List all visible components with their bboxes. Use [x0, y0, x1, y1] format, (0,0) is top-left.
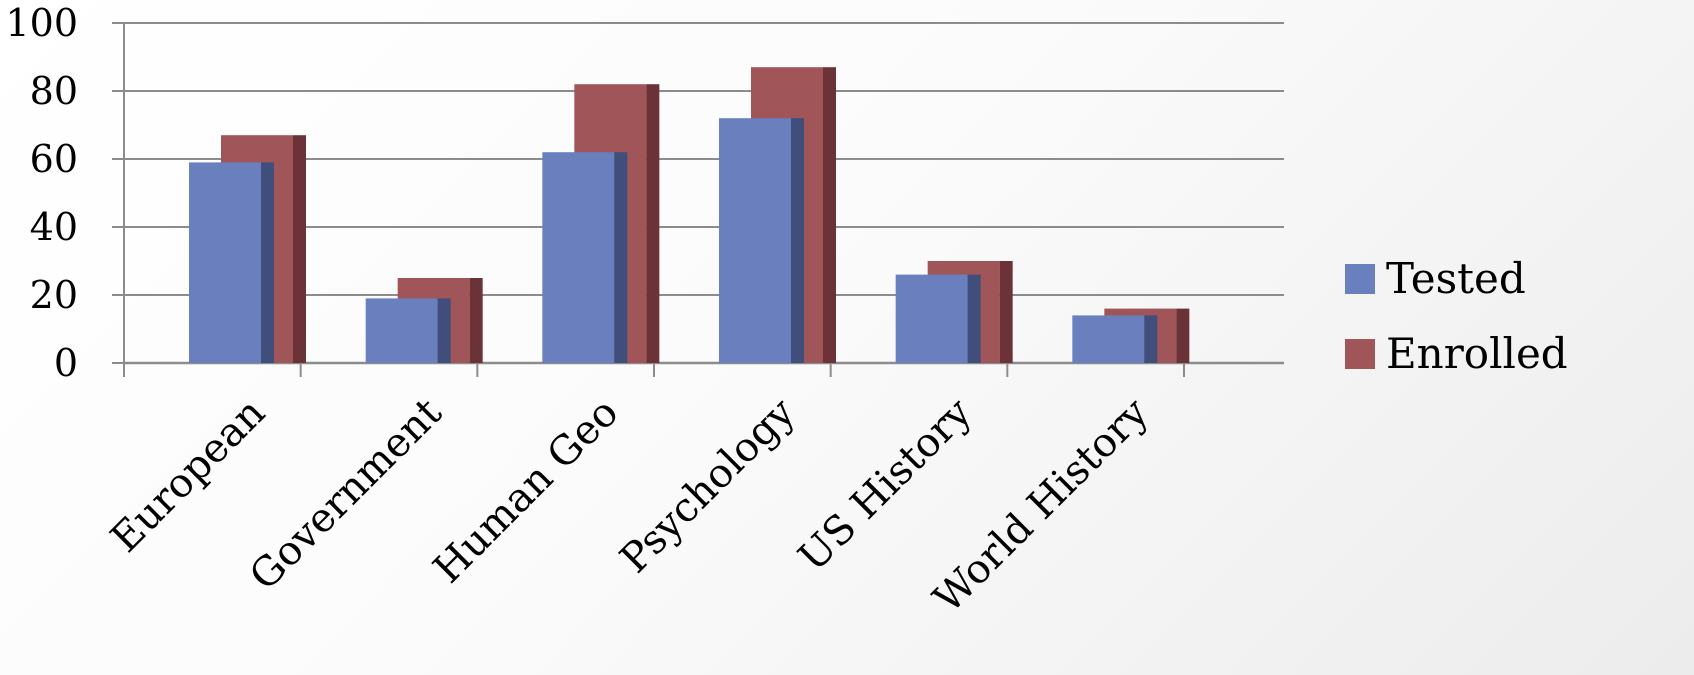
legend-swatch: [1345, 339, 1375, 369]
bar-side: [999, 261, 1013, 363]
legend-label: Enrolled: [1386, 329, 1568, 378]
bar-side: [469, 278, 483, 363]
y-tick-label: 20: [30, 273, 78, 317]
bar-tested-world-history: [1072, 315, 1158, 363]
bar-face: [189, 162, 261, 363]
bar-side: [1176, 308, 1190, 363]
legend-item-enrolled: Enrolled: [1345, 329, 1568, 378]
y-tick-label: 100: [5, 1, 78, 45]
bar-side: [823, 67, 836, 363]
y-axis: 0 20 40 60 80 100: [5, 1, 125, 385]
bar-tested-government: [365, 298, 451, 363]
y-tick-label: 40: [30, 205, 78, 249]
x-tick-label-psychology: Psychology: [612, 389, 805, 582]
bar-tested-human-geo: [542, 152, 628, 363]
bar-side: [791, 118, 804, 363]
bar-side: [967, 274, 981, 363]
legend-item-tested: Tested: [1345, 254, 1526, 303]
bars: [189, 67, 1190, 363]
legend: Tested Enrolled: [1345, 254, 1568, 378]
bar-side: [646, 84, 660, 363]
legend-swatch: [1345, 264, 1375, 294]
legend-label: Tested: [1386, 254, 1526, 303]
bar-face: [1072, 315, 1145, 363]
bar-tested-european: [189, 162, 274, 363]
x-tick-label-european: European: [102, 390, 274, 562]
bar-side: [614, 152, 628, 363]
bar-tested-us-history: [895, 274, 981, 363]
y-tick-label: 60: [30, 137, 78, 181]
x-tick-label-us-history: US History: [790, 389, 981, 580]
y-tick-label: 80: [30, 69, 78, 113]
bar-tested-psychology: [719, 118, 804, 363]
bar-face: [719, 118, 791, 363]
bar-side: [437, 298, 451, 363]
bar-face: [365, 298, 438, 363]
bar-side: [1144, 315, 1158, 363]
bar-face: [542, 152, 615, 363]
bar-face: [895, 274, 968, 363]
bar-side: [261, 162, 274, 363]
y-tick-label: 0: [54, 341, 78, 385]
x-tick-label-human-geo: Human Geo: [425, 390, 628, 593]
bar-side: [293, 135, 306, 363]
